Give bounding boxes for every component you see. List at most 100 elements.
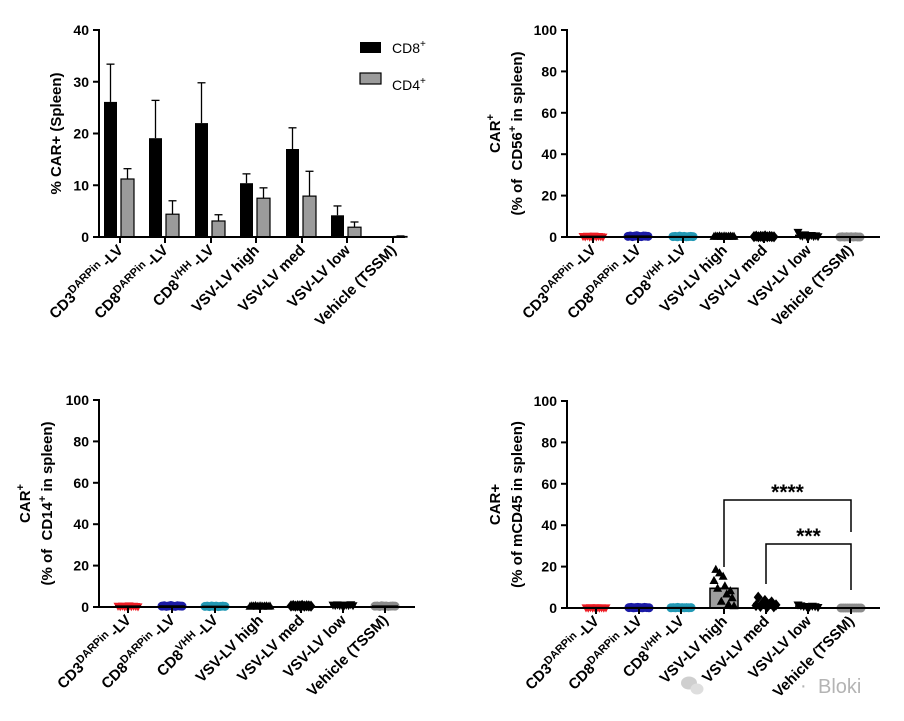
data-point-diamond — [753, 591, 763, 603]
label-suffix: -LV — [143, 242, 171, 270]
data-point-triangle-up — [718, 571, 728, 580]
label-suffix: -LV — [574, 613, 602, 641]
label-superscript: DARPin — [584, 259, 622, 297]
data-point-triangle-up — [725, 586, 735, 595]
bar-series-0 — [240, 183, 253, 237]
bar-series-1 — [347, 226, 362, 238]
panel-a: CD8+CD4+010203040CD3DARPin-LVCD8DARPin-L… — [46, 22, 426, 330]
y-tick-label: 20 — [73, 126, 89, 142]
y-tick-label: 20 — [541, 559, 557, 575]
label-suffix: -LV — [661, 242, 689, 270]
bar-series-0 — [149, 138, 162, 237]
label-superscript: + — [420, 76, 426, 87]
y-tick-label: 20 — [73, 558, 89, 574]
watermark-separator: · — [800, 675, 807, 697]
label-suffix: -LV — [659, 613, 687, 641]
label-text: % CAR+ (Spleen) — [48, 72, 65, 194]
data-point-triangle-up — [711, 564, 721, 573]
label-text: CAR — [487, 120, 504, 153]
y-tick-label: 0 — [81, 599, 89, 615]
bar-series-0 — [104, 101, 117, 238]
y-tick-label: 100 — [534, 22, 558, 38]
x-tick-label: Vehicle (TSSM) — [312, 242, 400, 330]
y-tick-label: 30 — [73, 74, 89, 90]
panel-c: 020406080100CD3DARPin-LVCD8DARPin-LVCD8V… — [15, 392, 415, 700]
chat-bubble-icon — [681, 676, 704, 695]
label-text: (% of mCD45 in spleen) — [509, 421, 526, 588]
label-superscript: VHH — [170, 259, 195, 284]
bar-series-1 — [256, 197, 271, 238]
label-suffix: -LV — [189, 242, 217, 270]
significance-bracket — [765, 543, 852, 590]
label-superscript: VHH — [642, 259, 667, 284]
data-point-triangle-up — [709, 575, 719, 584]
data-point-triangle-up — [724, 599, 733, 608]
label-suffix: -LV — [571, 242, 599, 270]
x-tick-label: CD8DARPin-LV — [563, 240, 645, 322]
label-superscript: + — [420, 39, 426, 50]
y-axis-title: (% of mCD45 in spleen) — [509, 421, 526, 588]
label-text: Vehicle (TSSM) — [312, 242, 400, 330]
y-tick-label: 40 — [541, 517, 557, 533]
y-tick-label: 0 — [549, 229, 557, 245]
y-tick-label: 40 — [73, 516, 89, 532]
y-tick-label: 40 — [541, 146, 557, 162]
data-point-diamond — [760, 594, 770, 607]
legend-swatch-0 — [360, 42, 381, 53]
label-suffix: in spleen) — [509, 52, 526, 126]
bar-series-1 — [165, 213, 180, 238]
label-text: (% of CD56 — [509, 132, 526, 215]
bar-series-0 — [331, 215, 344, 237]
label-text: CAR — [17, 490, 34, 523]
label-text: CAR+ — [487, 484, 504, 525]
x-tick-label: CD8DARPin-LV — [97, 610, 179, 692]
label-superscript: + — [507, 126, 519, 132]
legend-label-0: CD8+ — [392, 39, 426, 56]
y-tick-label: 60 — [541, 105, 557, 121]
y-axis-title: CAR+ — [485, 114, 504, 153]
label-superscript: DARPin — [539, 259, 577, 297]
y-tick-label: 10 — [73, 177, 89, 193]
y-tick-label: 20 — [541, 188, 557, 204]
label-suffix: -LV — [106, 612, 134, 640]
legend-label-1: CD4+ — [392, 76, 426, 93]
label-superscript: + — [37, 496, 49, 502]
y-tick-label: 60 — [73, 475, 89, 491]
bar-series-0 — [286, 149, 299, 237]
significance-bracket — [723, 499, 852, 567]
y-tick-label: 80 — [541, 63, 557, 79]
y-tick-label: 60 — [541, 476, 557, 492]
data-point-triangle-up — [720, 581, 730, 590]
label-text: CD8 — [392, 40, 420, 56]
bar-series-1 — [211, 220, 226, 238]
label-superscript: VHH — [640, 630, 665, 655]
label-superscript: DARPin — [74, 629, 112, 667]
label-superscript: DARPin — [66, 259, 104, 297]
y-tick-label: 100 — [66, 392, 90, 408]
significance-label: *** — [796, 525, 821, 548]
label-suffix: -LV — [193, 612, 221, 640]
label-text: (% of CD14 — [39, 501, 56, 585]
y-tick-label: 0 — [81, 229, 89, 245]
label-superscript: DARPin — [111, 259, 149, 297]
label-suffix: -LV — [617, 613, 645, 641]
panel-b: 020406080100CD3DARPin-LVCD8DARPin-LVCD8V… — [485, 22, 880, 330]
x-tick-label: CD8DARPin-LV — [564, 611, 646, 693]
label-suffix: -LV — [616, 242, 644, 270]
y-axis-title: CAR+ — [487, 484, 504, 525]
y-tick-label: 80 — [541, 434, 557, 450]
label-suffix: -LV — [150, 612, 178, 640]
y-axis-title: CAR+ — [15, 484, 34, 523]
y-tick-label: 0 — [549, 600, 557, 616]
panel-d: *******020406080100CD3DARPin-LVCD8DARPin… — [487, 393, 880, 701]
watermark-name: Bloki — [818, 676, 861, 698]
bar-series-0 — [195, 123, 208, 237]
label-superscript: DARPin — [542, 630, 580, 668]
significance-label: **** — [771, 481, 805, 504]
label-text: CD4 — [392, 77, 420, 93]
bar-series-1 — [120, 178, 135, 238]
label-superscript: + — [485, 114, 497, 120]
label-suffix: in spleen) — [39, 422, 56, 496]
